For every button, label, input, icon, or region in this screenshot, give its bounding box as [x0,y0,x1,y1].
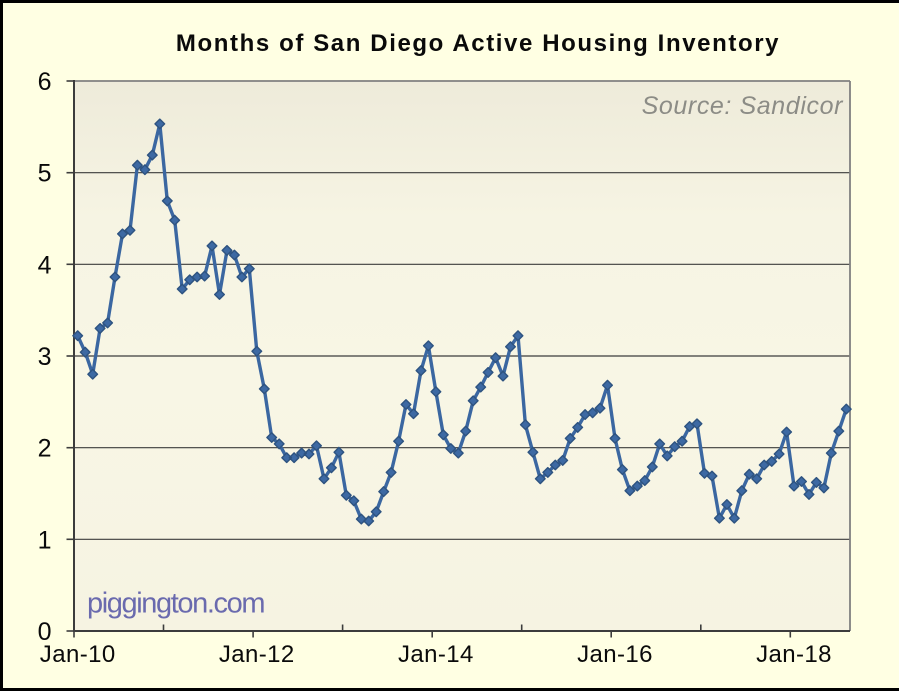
svg-text:1: 1 [38,526,52,554]
svg-text:5: 5 [38,160,52,188]
svg-text:0: 0 [38,618,52,646]
svg-text:Jan-10: Jan-10 [40,641,116,668]
svg-text:Months of San Diego Active Hou: Months of San Diego Active Housing Inven… [176,30,780,57]
svg-text:Source: Sandicor: Source: Sandicor [642,92,844,120]
svg-text:Jan-18: Jan-18 [756,641,832,668]
svg-text:6: 6 [38,68,52,96]
svg-text:piggington.com: piggington.com [87,588,264,620]
svg-text:2: 2 [38,435,52,463]
svg-text:Jan-12: Jan-12 [219,641,295,668]
svg-text:Jan-16: Jan-16 [577,641,653,668]
svg-text:4: 4 [38,251,52,279]
svg-text:Jan-14: Jan-14 [398,641,474,668]
svg-text:3: 3 [38,343,52,371]
